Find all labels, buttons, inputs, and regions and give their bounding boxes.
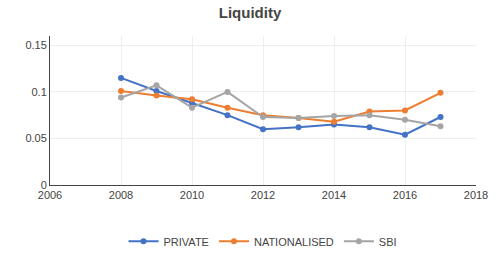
svg-text:2006: 2006 [38,189,62,201]
svg-text:Liquidity: Liquidity [219,4,282,21]
svg-text:2016: 2016 [393,189,417,201]
svg-text:2018: 2018 [464,189,488,201]
svg-text:0: 0 [41,179,47,191]
svg-text:0.15: 0.15 [25,39,46,51]
svg-text:PRIVATE: PRIVATE [164,236,209,248]
svg-text:NATIONALISED: NATIONALISED [254,236,334,248]
svg-text:0.05: 0.05 [25,132,46,144]
svg-text:2010: 2010 [180,189,204,201]
svg-text:2008: 2008 [109,189,133,201]
svg-text:2012: 2012 [251,189,275,201]
svg-text:SBI: SBI [379,236,397,248]
svg-text:2014: 2014 [322,189,346,201]
svg-text:0.1: 0.1 [32,86,47,98]
